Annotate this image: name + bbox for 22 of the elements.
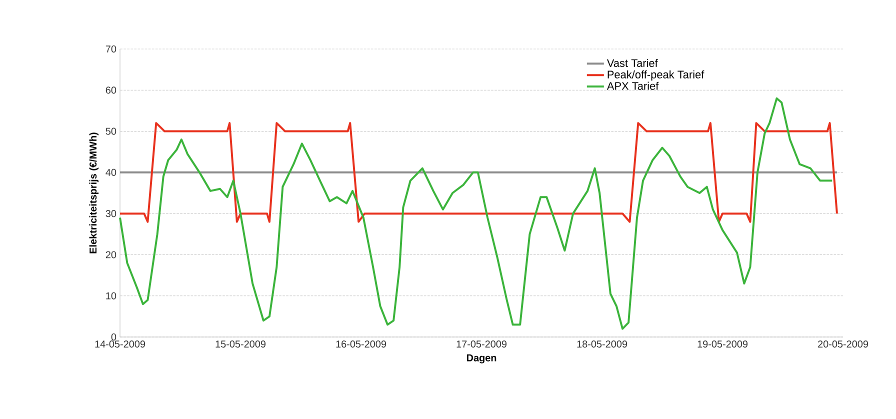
x-tick-label: 19-05-2009 [698,340,748,348]
x-tick-label: 20-05-2009 [818,340,868,348]
y-tick-label: 50 [106,128,116,135]
x-axis-title: Dagen [466,354,496,364]
legend-label: APX Tarief [606,82,659,90]
y-tick-label: 30 [106,210,116,218]
y-tick-label: 10 [106,292,116,300]
legend-label: Vast Tarief [606,58,658,67]
line-series [119,97,834,330]
y-tick-label: 70 [106,45,116,53]
y-axis-title: Elektriciteitsprijs (€/MWh) [89,132,99,254]
x-tick-label: 15-05-2009 [216,340,266,348]
x-tick-label: 18-05-2009 [577,340,628,348]
x-tick-label: 14-05-2009 [95,340,146,348]
y-tick-label: 20 [106,251,116,258]
y-tick-label: 0 [111,333,116,341]
line-series [119,122,838,223]
y-tick-label: 40 [106,168,116,176]
y-tick-label: 60 [106,86,116,94]
x-tick-label: 17-05-2009 [456,340,507,348]
legend-label: Peak/off-peak Tarief [608,70,704,81]
x-tick-label: 16-05-2009 [336,340,386,348]
